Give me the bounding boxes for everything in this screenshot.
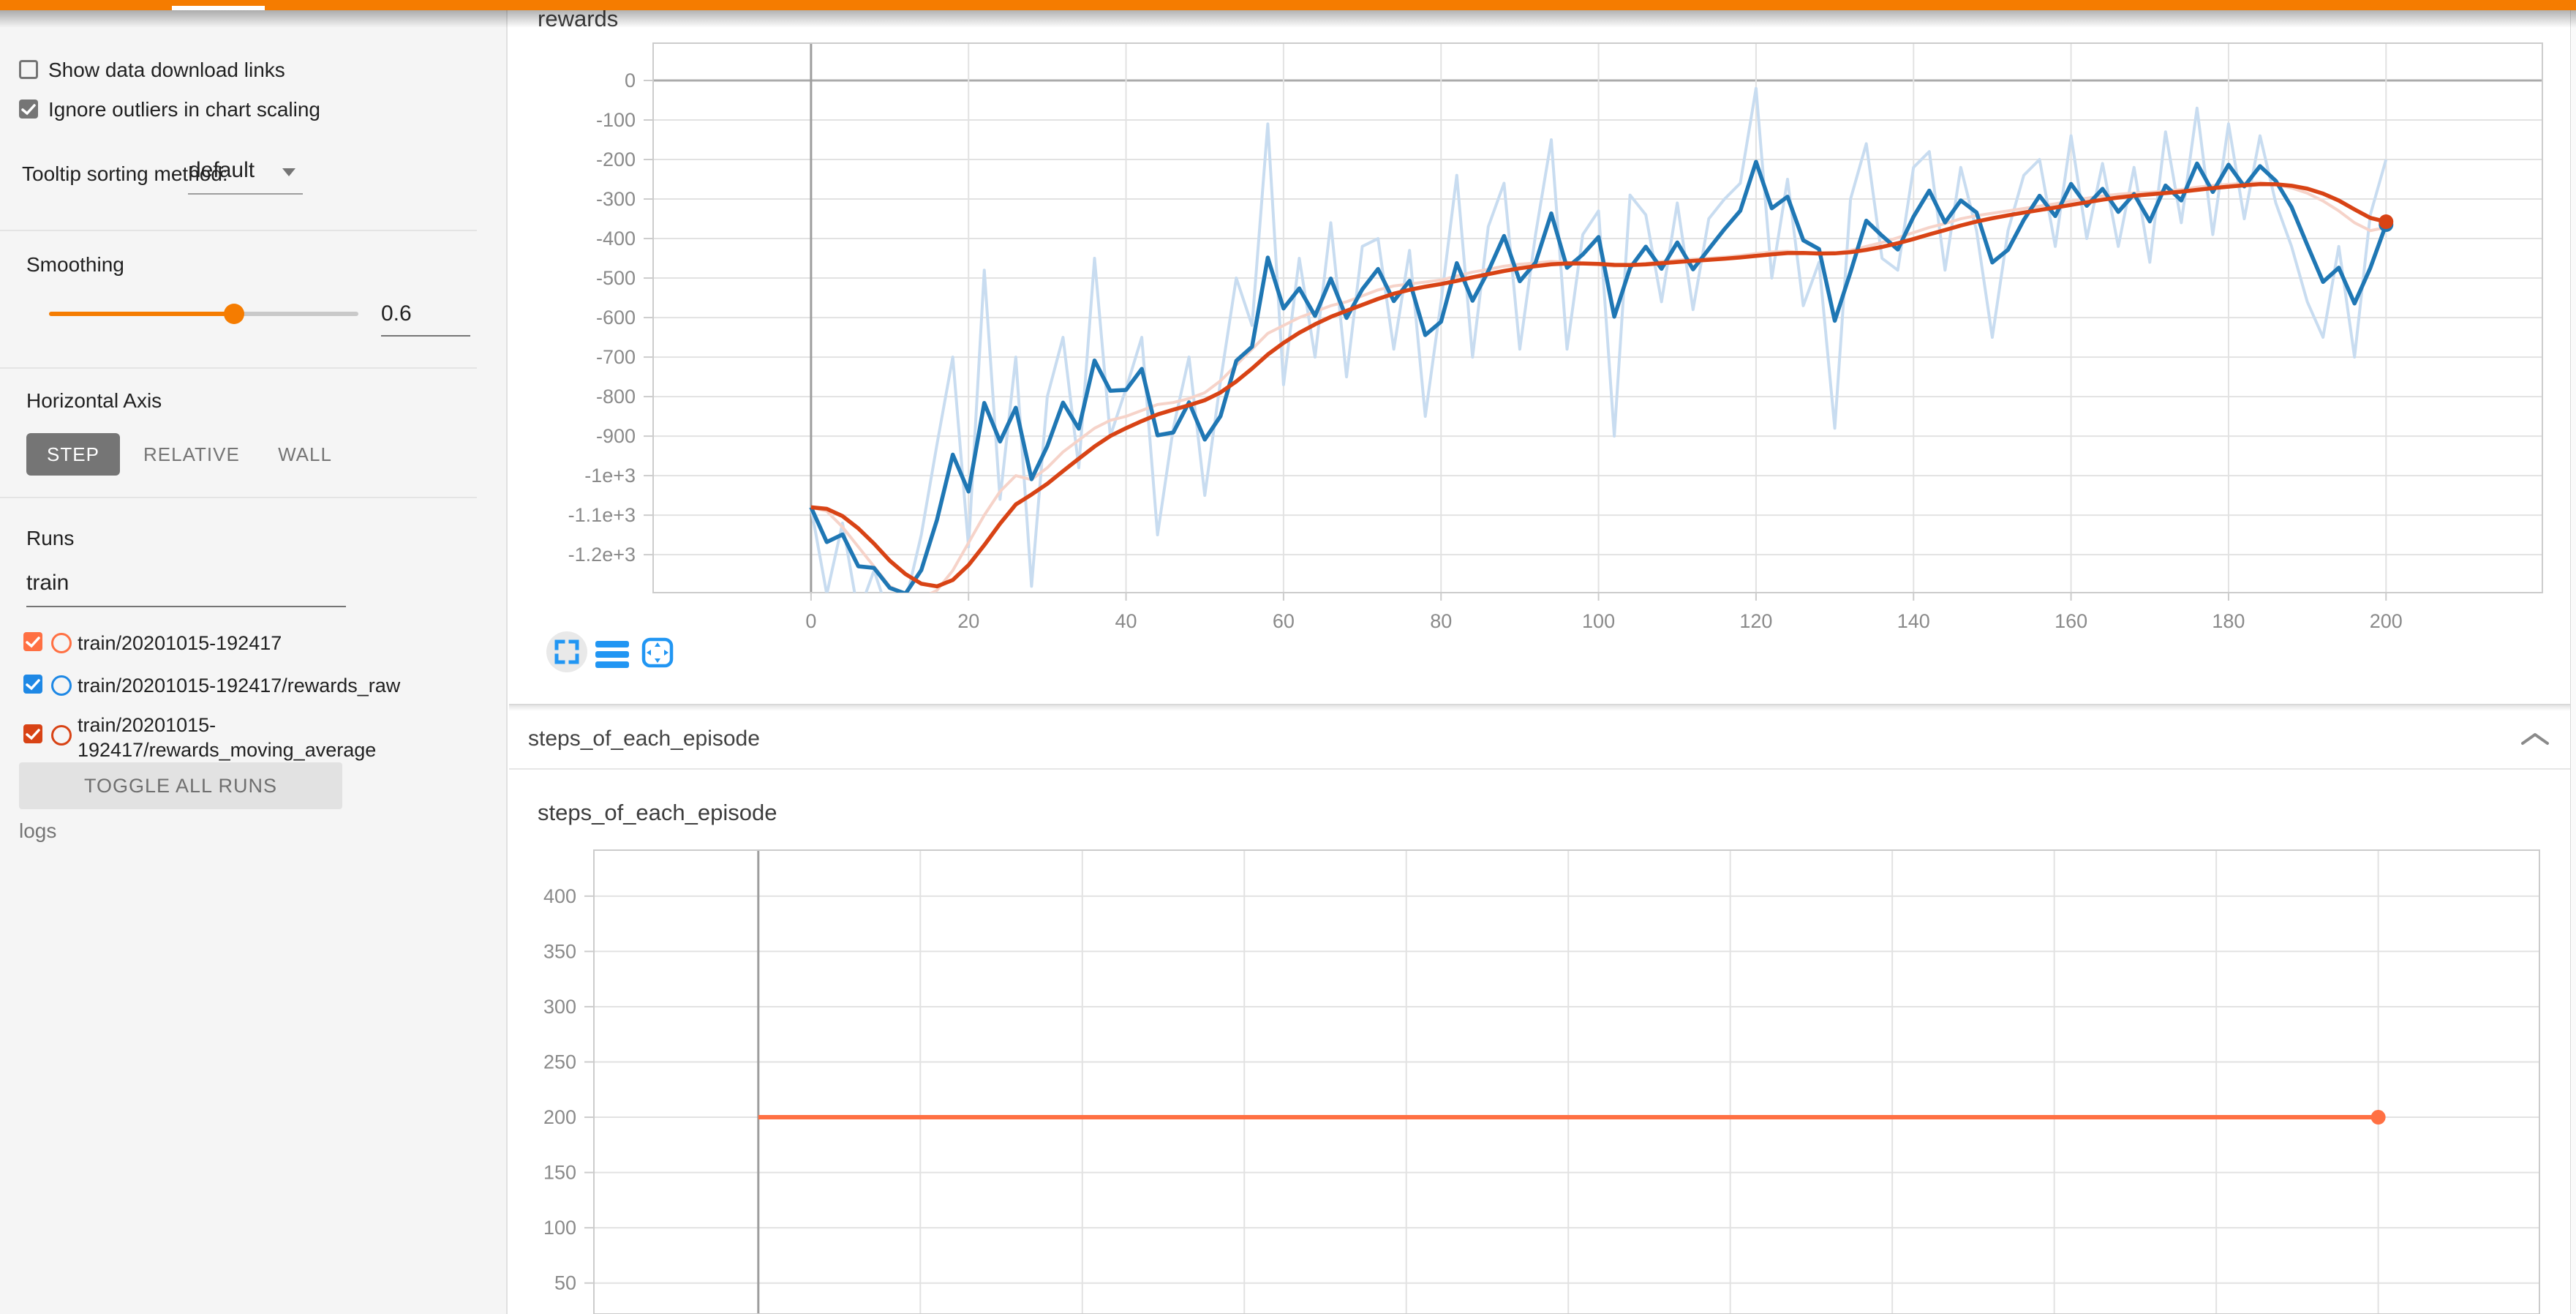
svg-text:150: 150 [543, 1162, 576, 1184]
run-label[interactable]: train/20201015-192417/rewards_raw [78, 675, 401, 697]
svg-text:-700: -700 [596, 346, 636, 368]
scrollbar[interactable] [2570, 10, 2576, 1314]
svg-text:400: 400 [543, 885, 576, 907]
show-data-download-links-checkbox[interactable] [19, 60, 38, 79]
axis-wall-button[interactable]: WALL [278, 443, 332, 465]
section-header-title[interactable]: steps_of_each_episode [528, 727, 760, 751]
divider [0, 367, 477, 369]
smoothing-label: Smoothing [26, 253, 124, 276]
tooltip-sorting-select[interactable]: default [189, 158, 255, 182]
section-divider [509, 704, 2570, 705]
svg-text:80: 80 [1430, 610, 1452, 632]
tooltip-sorting-label: Tooltip sorting method: [22, 162, 228, 185]
svg-text:140: 140 [1897, 610, 1930, 632]
svg-text:300: 300 [543, 996, 576, 1018]
run-radio[interactable] [51, 633, 72, 653]
svg-text:120: 120 [1739, 610, 1772, 632]
svg-text:-1.2e+3: -1.2e+3 [568, 544, 636, 566]
runs-label: Runs [26, 527, 75, 549]
section-divider-shadow [509, 705, 2570, 711]
steps-chart[interactable]: 400 350 300 250 200 150 100 50 [512, 834, 2553, 1314]
svg-text:60: 60 [1273, 610, 1295, 632]
chevron-down-icon[interactable] [282, 168, 295, 176]
tooltip-sorting-underline [188, 193, 303, 195]
svg-text:0: 0 [625, 70, 636, 91]
fit-domain-icon[interactable] [641, 637, 674, 668]
toggle-all-runs-button[interactable]: TOGGLE ALL RUNS [19, 762, 342, 809]
log-scale-icon[interactable] [595, 639, 629, 669]
run-checkbox[interactable] [23, 724, 42, 743]
svg-text:40: 40 [1115, 610, 1137, 632]
svg-text:-1e+3: -1e+3 [584, 465, 636, 487]
runs-filter-input[interactable]: train [26, 571, 69, 595]
svg-text:250: 250 [543, 1051, 576, 1073]
ignore-outliers-checkbox[interactable] [19, 100, 38, 119]
run-radio[interactable] [51, 675, 72, 696]
svg-text:100: 100 [1582, 610, 1615, 632]
icon-hover-circle [546, 631, 587, 672]
logdir-label: logs [19, 819, 57, 842]
svg-text:0: 0 [805, 610, 816, 632]
svg-text:-100: -100 [596, 109, 636, 131]
svg-text:180: 180 [2212, 610, 2245, 632]
svg-text:-200: -200 [596, 149, 636, 170]
show-data-download-links-label[interactable]: Show data download links [48, 59, 285, 81]
svg-text:20: 20 [957, 610, 979, 632]
divider [0, 230, 477, 231]
rewards-chart-title: rewards [538, 6, 619, 31]
sidebar: Show data download links Ignore outliers… [0, 10, 508, 1314]
smoothing-value-input[interactable]: 0.6 [381, 301, 412, 326]
svg-text:-400: -400 [596, 228, 636, 249]
run-checkbox[interactable] [23, 675, 42, 694]
svg-text:350: 350 [543, 940, 576, 962]
ignore-outliers-label[interactable]: Ignore outliers in chart scaling [48, 98, 320, 121]
smoothing-value-underline [381, 335, 470, 337]
svg-text:-600: -600 [596, 307, 636, 328]
svg-text:-300: -300 [596, 188, 636, 210]
section-header-border [509, 768, 2570, 770]
svg-text:200: 200 [543, 1106, 576, 1128]
run-radio[interactable] [51, 725, 72, 746]
active-tab-indicator [172, 6, 265, 10]
svg-text:-900: -900 [596, 425, 636, 447]
rewards-chart[interactable]: 0 -100 -200 -300 -400 -500 -600 -700 -800 -900 -1e… [556, 29, 2576, 644]
run-label[interactable]: train/20201015-192417 [78, 632, 282, 654]
smoothing-slider-fill [49, 312, 234, 316]
svg-text:200: 200 [2370, 610, 2403, 632]
axis-relative-button[interactable]: RELATIVE [143, 443, 240, 465]
runs-filter-underline [26, 606, 346, 607]
svg-text:-500: -500 [596, 267, 636, 289]
svg-text:100: 100 [543, 1217, 576, 1239]
run-checkbox[interactable] [23, 632, 42, 651]
svg-text:50: 50 [554, 1272, 576, 1294]
svg-text:-800: -800 [596, 386, 636, 408]
run-label[interactable]: train/20201015-192417/rewards_moving_ave… [78, 714, 377, 761]
horizontal-axis-label: Horizontal Axis [26, 389, 162, 412]
svg-text:-1.1e+3: -1.1e+3 [568, 504, 636, 526]
app-bar [0, 0, 2576, 10]
svg-text:160: 160 [2055, 610, 2087, 632]
axis-step-button[interactable]: STEP [26, 433, 120, 476]
smoothing-slider-handle[interactable] [224, 304, 244, 324]
collapse-section-icon[interactable] [2520, 732, 2550, 746]
steps-chart-title: steps_of_each_episode [538, 800, 777, 825]
divider [0, 497, 477, 498]
expand-chart-icon[interactable] [554, 639, 580, 665]
